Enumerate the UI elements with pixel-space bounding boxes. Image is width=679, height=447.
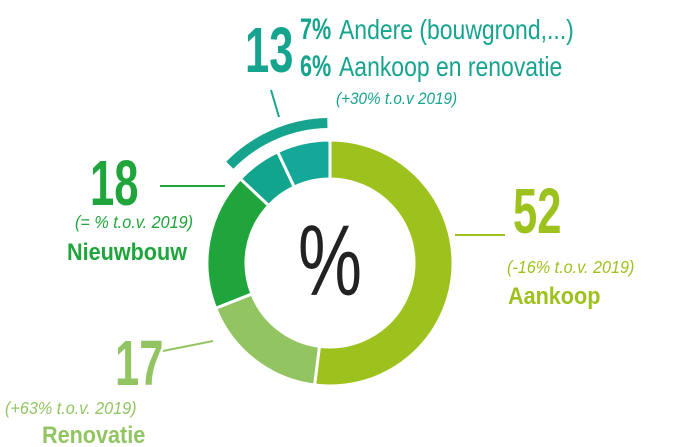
slice-note: (+63% t.o.v. 2019) [5, 398, 137, 418]
group-value: 13 [245, 14, 293, 87]
center-label: % [298, 205, 362, 316]
group-note: (+30% t.o.v 2019) [336, 89, 457, 108]
slice-category: Renovatie [42, 421, 145, 447]
chart: 13 (+30% t.o.v 2019)% 52 (-16% t.o.v. 2019)… [0, 0, 679, 447]
slice-note: (-16% t.o.v. 2019) [507, 257, 634, 277]
slice-category: Andere (bouwgrond,...) [339, 15, 574, 46]
slice-value: 18 [90, 147, 138, 220]
slice-value: 52 [513, 175, 561, 248]
slice-category: Nieuwbouw [67, 238, 187, 265]
connector [163, 341, 213, 351]
slice-category: Aankoop [508, 282, 600, 309]
slice-category: Aankoop en renovatie [339, 52, 562, 83]
group-connector [271, 90, 279, 117]
slice-value: 7% [300, 11, 331, 45]
slice-value: 6% [300, 48, 331, 82]
slice-value: 17 [115, 327, 163, 400]
slice-note: (= % t.o.v. 2019) [75, 212, 193, 232]
